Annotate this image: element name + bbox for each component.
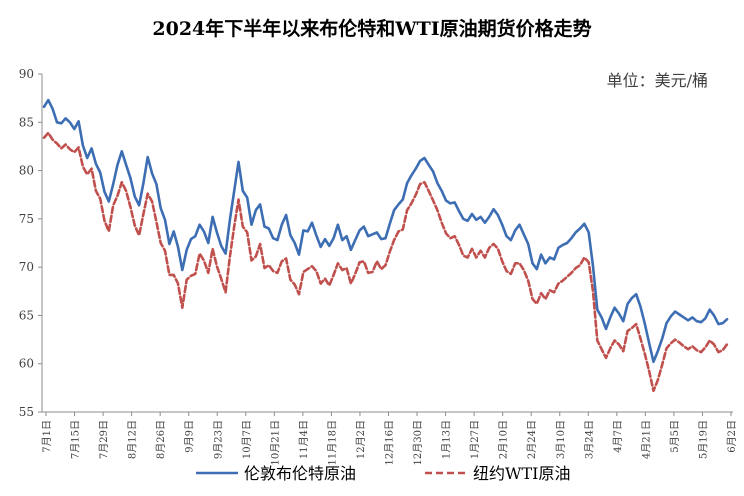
- y-tick-label: 85: [19, 115, 34, 129]
- x-tick-label: 3月10日: [555, 420, 567, 459]
- x-tick-label: 3月24日: [583, 420, 595, 459]
- y-tick-label: 75: [19, 212, 34, 226]
- series-layer: [42, 98, 729, 393]
- series-line-brent: [42, 98, 729, 364]
- legend: 伦敦布伦特原油 纽约WTI原油: [196, 464, 570, 483]
- y-tick-label: 55: [19, 405, 34, 419]
- x-tick-label: 12月30日: [412, 420, 424, 465]
- x-tick-label: 4月7日: [612, 420, 624, 453]
- y-tick-label: 80: [19, 164, 34, 178]
- y-tick-label: 60: [19, 357, 34, 371]
- x-tick-label: 4月21日: [640, 420, 652, 459]
- x-tick-label: 7月1日: [41, 420, 53, 453]
- x-tick-label: 1月13日: [441, 420, 453, 459]
- x-tick-label: 6月2日: [726, 420, 738, 453]
- x-tick-label: 11月18日: [326, 420, 338, 465]
- x-tick-label: 7月29日: [98, 420, 110, 459]
- x-tick-label: 8月26日: [155, 420, 167, 459]
- y-tick-label: 65: [19, 308, 34, 322]
- x-tick-label: 8月12日: [127, 420, 139, 459]
- legend-label: 伦敦布伦特原油: [244, 464, 356, 483]
- x-tick-label: 7月15日: [70, 420, 82, 459]
- x-tick-label: 1月27日: [469, 420, 481, 459]
- x-tick-label: 5月5日: [669, 420, 681, 453]
- series-line-wti: [42, 131, 729, 393]
- x-tick-label: 2月10日: [498, 420, 510, 459]
- x-tick-label: 5月19日: [697, 420, 709, 459]
- x-tick-label: 10月7日: [241, 420, 253, 459]
- legend-label: 纽约WTI原油: [473, 464, 570, 483]
- x-tick-label: 12月16日: [384, 420, 396, 465]
- chart-title: 2024年下半年以来布伦特和WTI原油期货价格走势: [152, 17, 591, 40]
- x-tick-label: 11月4日: [298, 420, 310, 459]
- y-tick-label: 70: [19, 260, 34, 274]
- axes: 55 60 65 70 75 80 85 90 7月1日 7月15日 7月29日 8月12日 8月26日…: [19, 67, 738, 465]
- x-tick-label: 9月23日: [212, 420, 224, 459]
- y-tick-label: 90: [19, 67, 34, 81]
- x-tick-label: 9月9日: [184, 420, 196, 453]
- x-tick-label: 2月24日: [526, 420, 538, 459]
- x-tick-label: 12月2日: [355, 420, 367, 459]
- x-tick-label: 10月21日: [269, 420, 281, 465]
- unit-label: 单位：美元/桶: [607, 71, 708, 90]
